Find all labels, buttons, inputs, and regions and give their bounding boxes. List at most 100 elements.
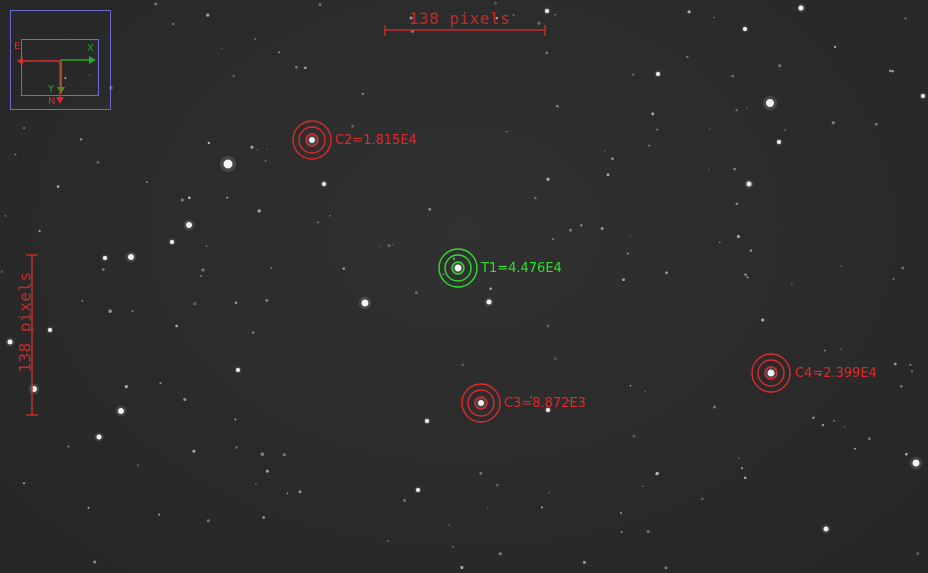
faint-star <box>145 181 148 184</box>
faint-star <box>631 73 635 76</box>
faint-star <box>22 126 26 130</box>
star <box>170 240 174 244</box>
faint-star <box>131 310 134 313</box>
faint-star <box>192 449 196 453</box>
faint-star <box>286 492 289 495</box>
faint-star <box>582 560 586 564</box>
star <box>478 400 484 406</box>
faint-star <box>743 476 747 480</box>
star <box>7 339 13 345</box>
faint-star <box>265 299 269 302</box>
faint-star <box>709 128 711 130</box>
faint-star <box>556 104 559 108</box>
faint-star <box>761 318 765 322</box>
faint-star <box>64 77 67 80</box>
faint-star <box>318 3 322 6</box>
east-label: E <box>14 41 21 52</box>
faint-star <box>175 324 178 328</box>
faint-star <box>534 197 537 200</box>
faint-star <box>736 234 741 239</box>
faint-star <box>505 130 508 133</box>
faint-star <box>548 491 550 494</box>
faint-star <box>180 198 184 202</box>
faint-star <box>901 266 905 270</box>
faint-star <box>460 565 464 570</box>
faint-star <box>187 196 191 200</box>
faint-star <box>685 55 689 59</box>
faint-star <box>266 469 269 473</box>
aperture-c4[interactable] <box>751 353 791 393</box>
faint-star <box>351 124 354 128</box>
faint-star <box>713 405 716 409</box>
faint-star <box>172 23 175 25</box>
faint-star <box>183 398 187 401</box>
faint-star <box>824 349 826 352</box>
faint-star <box>266 148 268 151</box>
faint-star <box>255 483 257 485</box>
faint-star <box>251 331 255 334</box>
star <box>743 27 747 31</box>
faint-star <box>101 268 105 271</box>
star <box>777 140 781 144</box>
faint-star <box>361 92 364 95</box>
star <box>546 408 550 412</box>
faint-star <box>606 173 610 176</box>
faint-star <box>554 357 557 360</box>
faint-star <box>537 21 541 25</box>
star <box>236 368 240 372</box>
aperture-c2[interactable] <box>292 120 332 160</box>
faint-star <box>124 385 128 389</box>
faint-star <box>904 17 907 20</box>
faint-star <box>264 159 267 162</box>
faint-star <box>136 464 139 466</box>
faint-star <box>701 497 704 500</box>
faint-star <box>38 230 41 233</box>
faint-star <box>840 348 842 350</box>
vertical-scale-label: 138 pixels <box>15 271 35 373</box>
faint-star <box>731 74 734 78</box>
faint-star <box>108 309 112 313</box>
aperture-label-c4: C4=2.399E4 <box>795 366 877 381</box>
faint-star <box>387 244 391 248</box>
star <box>31 386 37 392</box>
faint-star <box>620 531 623 534</box>
star <box>545 9 549 13</box>
faint-star <box>687 10 691 14</box>
faint-star <box>656 128 659 131</box>
faint-star <box>250 145 254 149</box>
faint-star <box>225 196 229 199</box>
faint-star <box>495 483 499 487</box>
faint-star <box>403 499 407 502</box>
star <box>103 256 107 260</box>
faint-star <box>569 228 573 232</box>
aperture-label-c3: C3=8.872E3 <box>504 396 586 411</box>
faint-star <box>916 551 920 556</box>
aperture-c3[interactable] <box>461 383 501 423</box>
faint-star <box>874 123 878 126</box>
faint-star <box>342 267 346 270</box>
north-label: N <box>48 96 56 107</box>
faint-star <box>644 390 646 393</box>
faint-star <box>89 74 91 76</box>
faint-star <box>746 276 749 279</box>
faint-star <box>206 519 210 523</box>
faint-star <box>303 66 307 70</box>
aperture-label-t1: T1=4.476E4 <box>481 261 562 276</box>
faint-star <box>387 539 390 543</box>
faint-star <box>733 167 736 171</box>
faint-star <box>262 516 266 519</box>
y-axis-label: Y <box>48 84 55 95</box>
faint-star <box>749 249 753 252</box>
faint-star <box>317 221 320 224</box>
faint-star <box>620 512 623 514</box>
faint-star <box>610 157 614 161</box>
faint-star <box>378 245 381 248</box>
faint-star <box>600 227 604 231</box>
faint-star <box>154 2 158 6</box>
faint-star <box>892 277 895 280</box>
faint-star <box>270 267 272 269</box>
faint-star <box>546 324 550 328</box>
aperture-t1[interactable] <box>438 248 478 288</box>
faint-star <box>428 208 432 211</box>
star <box>186 222 192 228</box>
